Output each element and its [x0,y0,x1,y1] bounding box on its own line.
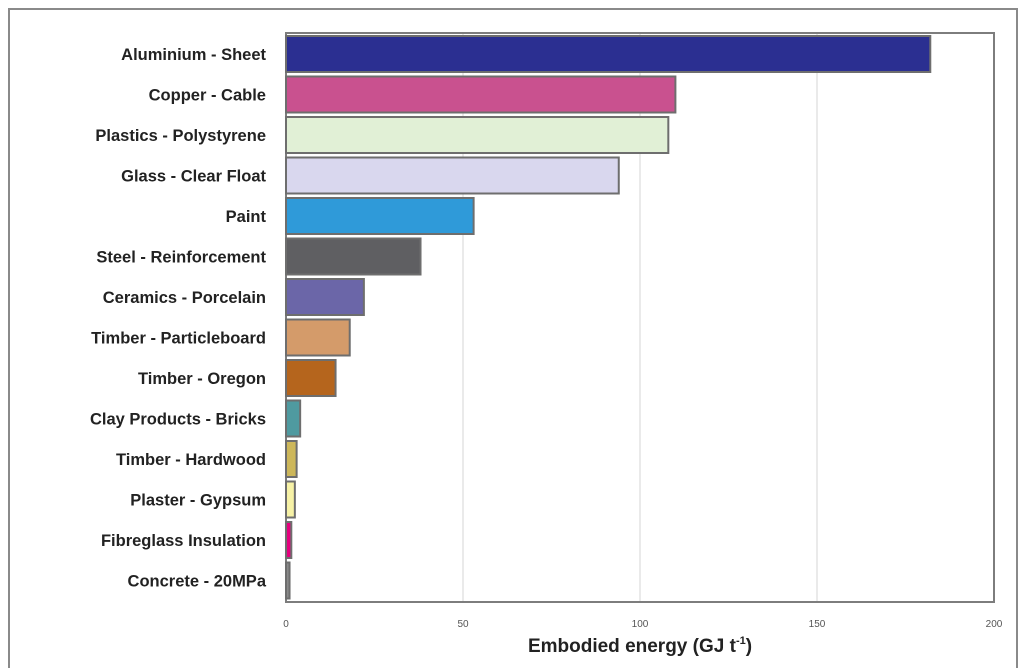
bar [285,440,298,478]
plot-area [285,32,995,603]
x-tick-label: 100 [632,619,649,630]
bar [285,521,293,559]
x-tick-label: 0 [283,619,289,630]
category-label: Paint [226,208,267,226]
category-label: Plastics - Polystyrene [95,127,266,145]
bars-layer [285,35,932,600]
x-tick-label: 150 [809,619,826,630]
x-tick-labels: 0 50 100 150 200 [283,619,1003,630]
bar [285,237,422,276]
category-label: Aluminium - Sheet [121,46,266,64]
x-axis-title-close: ) [746,636,752,657]
bar [285,561,291,600]
x-axis-title: Embodied energy (GJ t-1) [528,635,752,657]
x-tick-label: 50 [457,619,469,630]
bar [285,116,670,154]
bar [285,278,365,316]
bar [285,318,351,357]
x-axis-title-superscript: -1 [736,635,746,647]
category-label: Plaster - Gypsum [130,492,266,510]
category-label: Clay Products - Bricks [90,411,266,429]
bar [285,359,337,397]
category-label: Copper - Cable [149,87,266,105]
x-axis-title-main: Embodied energy (GJ t [528,636,737,657]
x-tick-label: 200 [986,619,1003,630]
category-label: Glass - Clear Float [121,168,266,186]
bar [285,197,475,235]
bar [285,75,677,114]
bar [285,480,296,519]
bar [285,156,620,195]
category-label: Timber - Oregon [138,370,266,388]
bar [285,35,932,73]
category-label: Concrete - 20MPa [128,573,267,591]
category-label: Fibreglass Insulation [101,532,266,550]
chart-frame [8,8,1018,668]
category-label: Steel - Reinforcement [96,249,266,267]
category-labels: Aluminium - Sheet Copper - Cable Plastics … [90,46,267,591]
bar [285,399,302,438]
category-label: Timber - Particleboard [91,330,266,348]
category-label: Ceramics - Porcelain [103,289,266,307]
category-label: Timber - Hardwood [116,451,266,469]
